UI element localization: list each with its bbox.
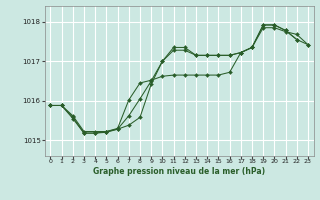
X-axis label: Graphe pression niveau de la mer (hPa): Graphe pression niveau de la mer (hPa) — [93, 167, 265, 176]
